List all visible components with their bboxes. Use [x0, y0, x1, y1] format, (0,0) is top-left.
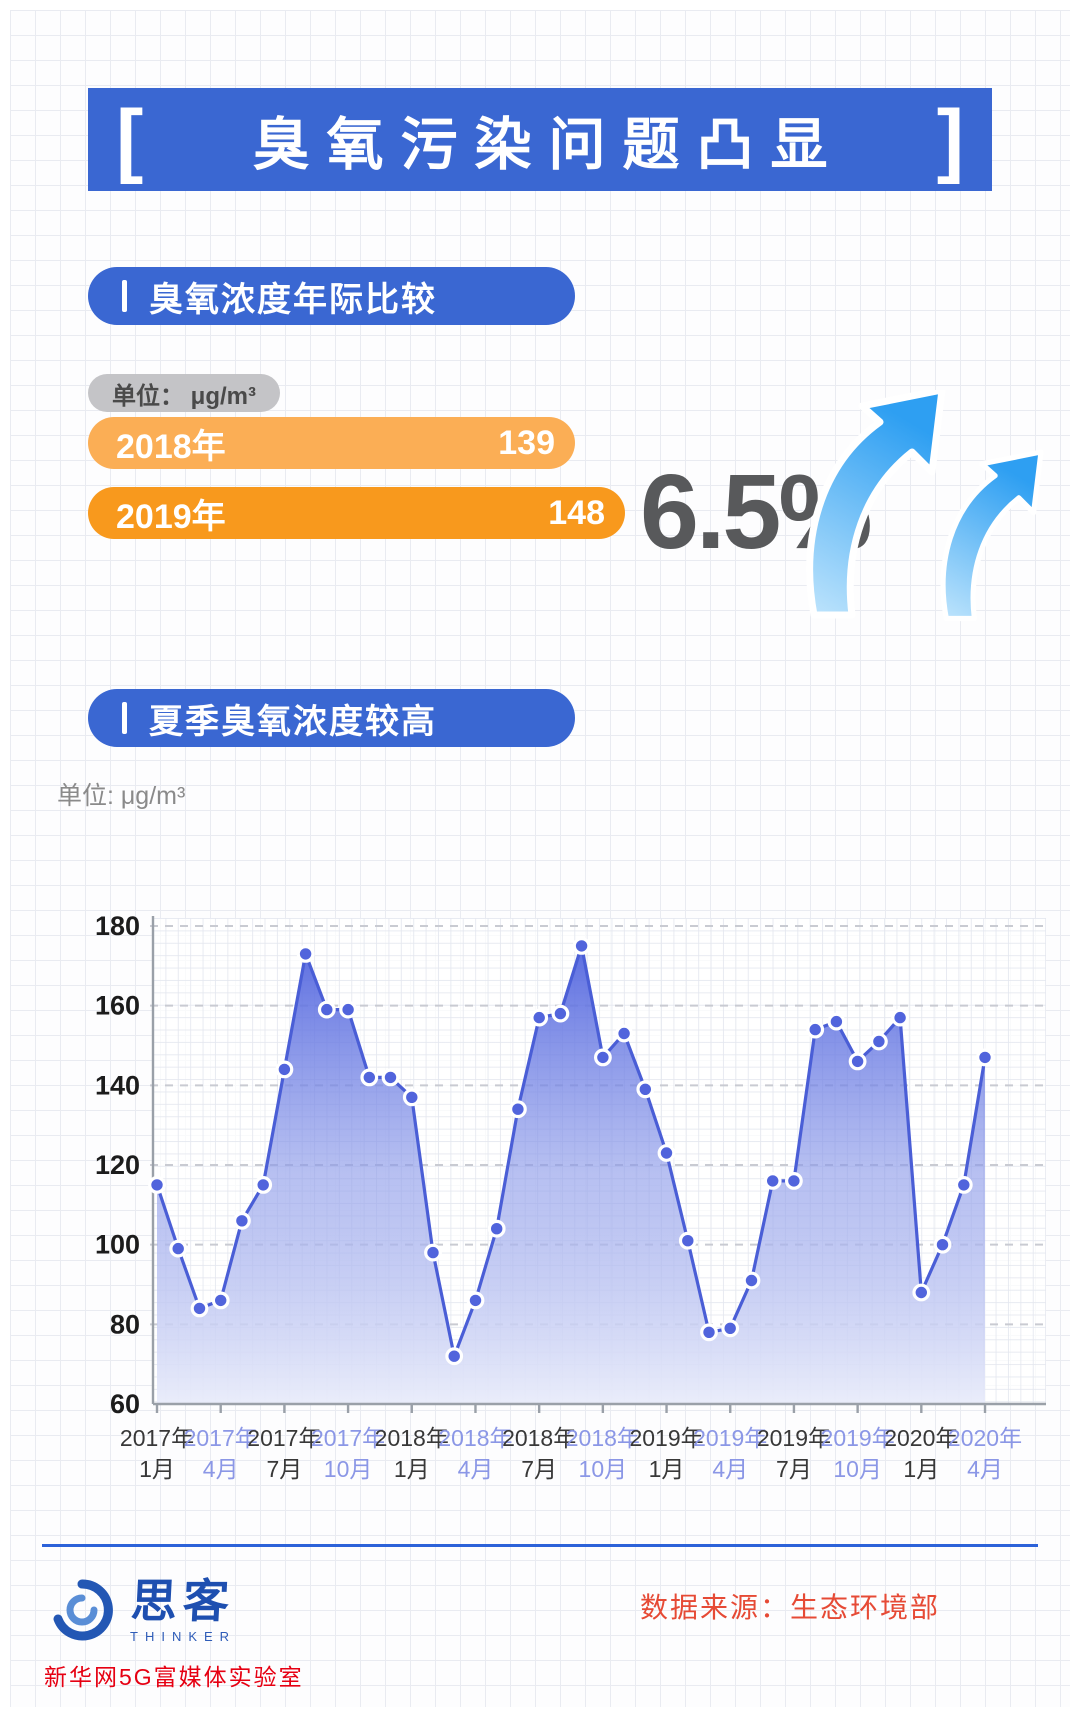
data-source-text: 数据来源：生态环境部	[639, 1592, 940, 1623]
chart-unit-label: 单位: μg/m³	[57, 782, 186, 810]
header-banner: [ 臭氧污染问题凸显 ]	[88, 88, 992, 191]
svg-text:140: 140	[95, 1070, 140, 1100]
bar-2018: 2018年 139	[88, 417, 575, 469]
section2-title: 夏季臭氧浓度较高	[149, 702, 437, 741]
section1-title-pill: 臭氧浓度年际比较	[88, 267, 575, 325]
bar-2019: 2019年 148	[88, 487, 625, 539]
footer-lab-name: 新华网5G富媒体实验室	[44, 1664, 304, 1690]
svg-text:180: 180	[95, 911, 140, 941]
logo-english-name: THINKER	[130, 1629, 237, 1644]
thinker-wave-icon	[53, 1579, 113, 1641]
bar-2019-value: 148	[548, 493, 605, 532]
bar-2019-label: 2019年	[116, 497, 226, 536]
title-divider-bar	[122, 702, 127, 734]
bracket-left: [	[116, 93, 144, 185]
bar-2018-label: 2018年	[116, 427, 226, 466]
bar-2018-value: 139	[498, 423, 555, 462]
thinker-logo: 思客 THINKER	[48, 1575, 237, 1644]
section1-title: 臭氧浓度年际比较	[149, 280, 437, 319]
title-divider-bar	[122, 280, 127, 312]
section1-unit-badge: 单位： μg/m³	[88, 374, 281, 412]
section2-title-pill: 夏季臭氧浓度较高	[88, 689, 575, 747]
svg-text:80: 80	[110, 1309, 140, 1339]
footer-divider	[42, 1544, 1038, 1547]
svg-text:120: 120	[95, 1150, 140, 1180]
logo-chinese-name: 思客	[129, 1575, 237, 1627]
rise-arrows-icon	[806, 390, 1044, 622]
bracket-right: ]	[936, 93, 964, 185]
svg-text:60: 60	[110, 1389, 140, 1419]
svg-text:160: 160	[95, 991, 140, 1021]
svg-text:100: 100	[95, 1230, 140, 1260]
page-title: 臭氧污染问题凸显	[252, 112, 845, 177]
